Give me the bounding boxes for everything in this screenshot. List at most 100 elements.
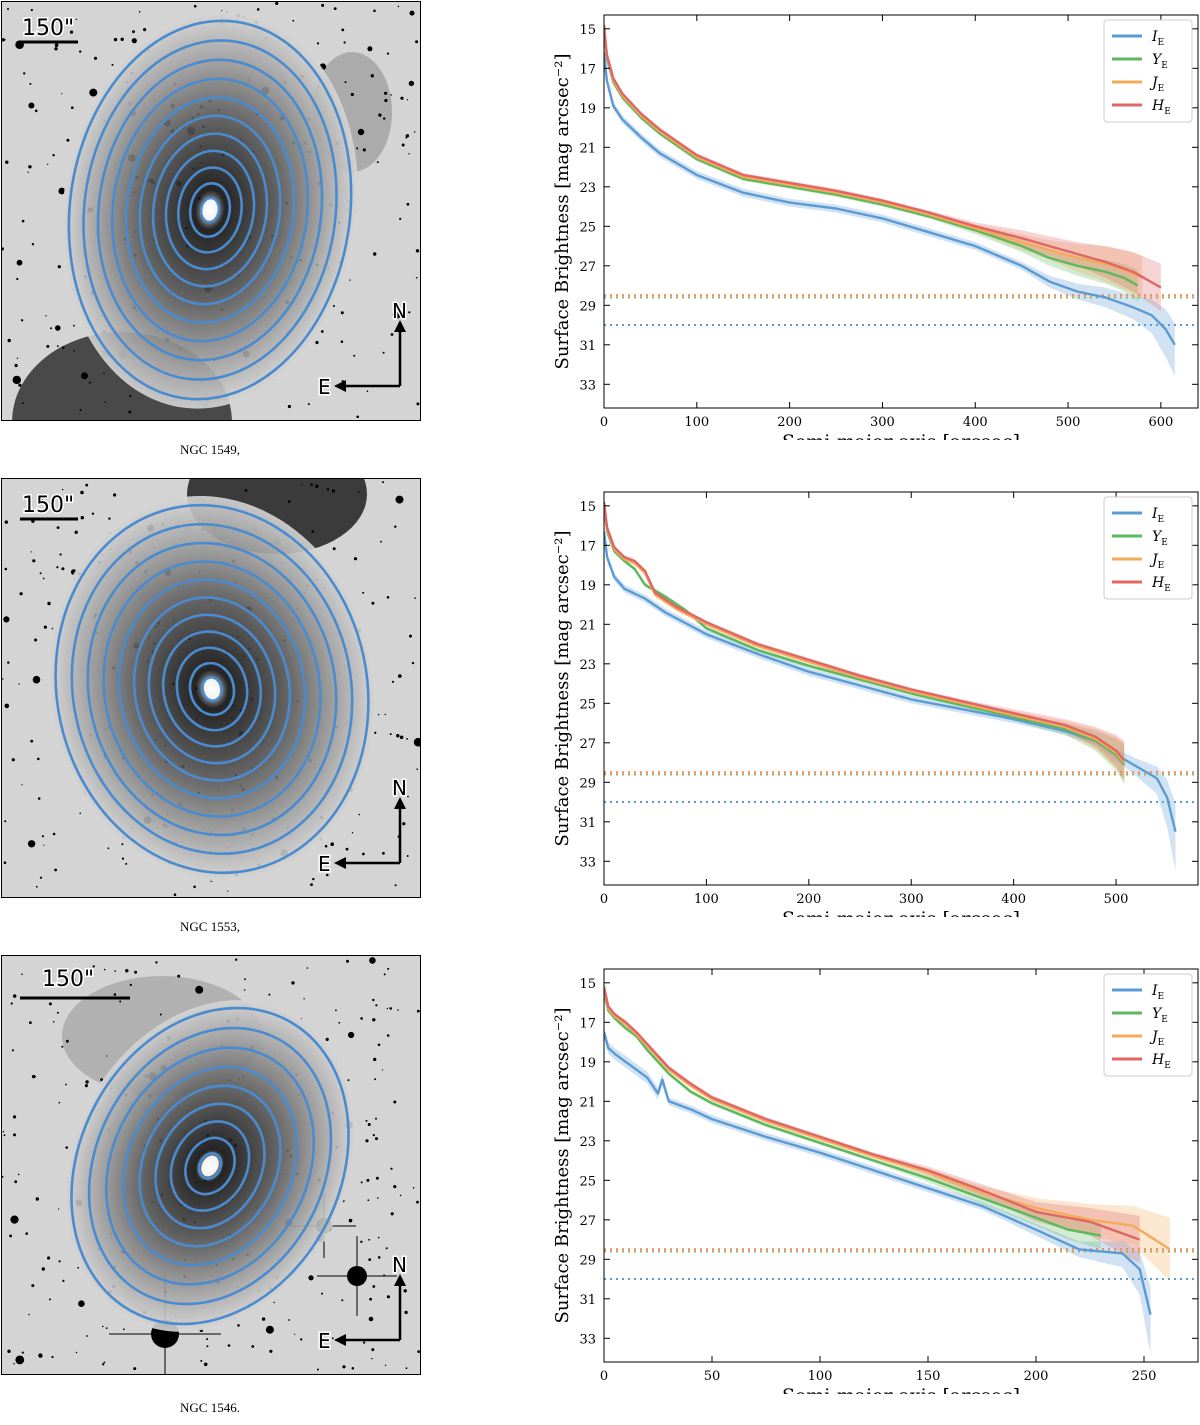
star xyxy=(316,1368,319,1371)
star xyxy=(390,1167,393,1170)
isophote-ellipse xyxy=(121,1065,299,1267)
galaxy-caption: NGC 1546. xyxy=(180,1400,240,1415)
star xyxy=(371,601,375,605)
star xyxy=(102,1325,104,1328)
star xyxy=(75,1351,78,1354)
star xyxy=(382,851,385,855)
star xyxy=(374,1078,377,1081)
y-tick-label: 19 xyxy=(579,1056,596,1071)
isophote-ellipse xyxy=(87,1026,333,1306)
star xyxy=(351,832,354,834)
star xyxy=(321,1292,324,1295)
star xyxy=(7,1349,11,1353)
star xyxy=(85,1080,89,1084)
star xyxy=(65,1083,67,1086)
compass-east-label: E xyxy=(318,375,331,399)
galaxy-body xyxy=(61,11,359,409)
star xyxy=(416,768,419,770)
star xyxy=(348,1031,355,1039)
star xyxy=(369,957,376,964)
star xyxy=(306,967,309,969)
star xyxy=(371,1348,375,1352)
series-line-i xyxy=(604,1031,1152,1315)
star xyxy=(114,970,116,972)
star xyxy=(79,50,82,53)
x-axis-label: Semi-major axis [arcsec] xyxy=(782,431,1020,440)
star xyxy=(9,1234,12,1238)
star xyxy=(21,784,23,786)
star xyxy=(347,1079,350,1082)
star xyxy=(62,1279,65,1282)
isophote-ellipse xyxy=(102,560,322,818)
star xyxy=(386,1007,389,1010)
star xyxy=(261,1317,266,1321)
star xyxy=(370,74,374,78)
star xyxy=(4,820,7,823)
star xyxy=(91,512,95,515)
star xyxy=(269,1349,273,1353)
star xyxy=(390,1212,394,1216)
star xyxy=(371,1357,373,1360)
star xyxy=(51,1355,54,1359)
star xyxy=(58,1208,60,1210)
star xyxy=(195,985,204,994)
star xyxy=(133,1367,137,1371)
star xyxy=(21,219,25,223)
x-tick-label: 600 xyxy=(1148,415,1173,430)
x-tick-label: 0 xyxy=(600,415,608,430)
series-band-i xyxy=(604,48,1175,377)
star xyxy=(4,703,10,709)
star xyxy=(41,835,45,838)
star xyxy=(128,410,132,414)
star xyxy=(72,978,76,982)
star xyxy=(341,1299,344,1302)
panel-ngc1549: 150" N E NGC 1549, 0 100 200 300 400 500 600 15 17… xyxy=(0,0,1200,471)
star xyxy=(35,885,38,888)
surface-brightness-chart: 0 100 200 300 400 500 600 15 17 19 21 23 25 27 29 31 33 S… xyxy=(552,14,1199,440)
star xyxy=(43,625,48,629)
series-line-y xyxy=(604,28,1139,287)
galaxy-image-svg: 150"NE xyxy=(2,956,420,1374)
star xyxy=(373,252,377,256)
star xyxy=(31,1074,36,1079)
star xyxy=(268,993,271,996)
star xyxy=(326,873,329,877)
star xyxy=(105,1327,108,1329)
star xyxy=(244,978,246,981)
star xyxy=(400,96,404,100)
star xyxy=(416,402,420,406)
legend-box xyxy=(1103,973,1193,1077)
star xyxy=(376,161,379,164)
star xyxy=(411,661,415,665)
axes-frame xyxy=(603,14,1199,409)
star xyxy=(38,1353,43,1358)
star xyxy=(85,483,89,487)
star xyxy=(30,551,32,553)
star xyxy=(310,883,313,886)
star xyxy=(403,1289,407,1293)
series-band-j xyxy=(604,986,1170,1281)
star xyxy=(358,491,360,493)
x-tick-label: 50 xyxy=(704,1369,721,1384)
galaxy-caption: NGC 1553, xyxy=(180,919,240,934)
galaxy-image-svg: 150"NE xyxy=(2,2,420,420)
star xyxy=(122,1328,125,1331)
star xyxy=(307,403,310,406)
galaxy-body xyxy=(64,1000,356,1332)
star xyxy=(273,1301,275,1304)
star xyxy=(326,488,330,491)
star xyxy=(13,994,17,998)
star xyxy=(405,134,410,138)
star xyxy=(79,812,81,815)
galaxy-caption: NGC 1549, xyxy=(180,442,240,457)
series-band-y xyxy=(604,503,1125,785)
star xyxy=(417,1350,420,1353)
star xyxy=(333,7,337,10)
star xyxy=(54,43,59,47)
star xyxy=(377,714,380,716)
star xyxy=(54,47,58,51)
isophote-ellipse xyxy=(151,132,269,288)
star xyxy=(368,1258,372,1261)
star xyxy=(18,683,20,685)
scale-bar: 150" xyxy=(20,15,78,44)
